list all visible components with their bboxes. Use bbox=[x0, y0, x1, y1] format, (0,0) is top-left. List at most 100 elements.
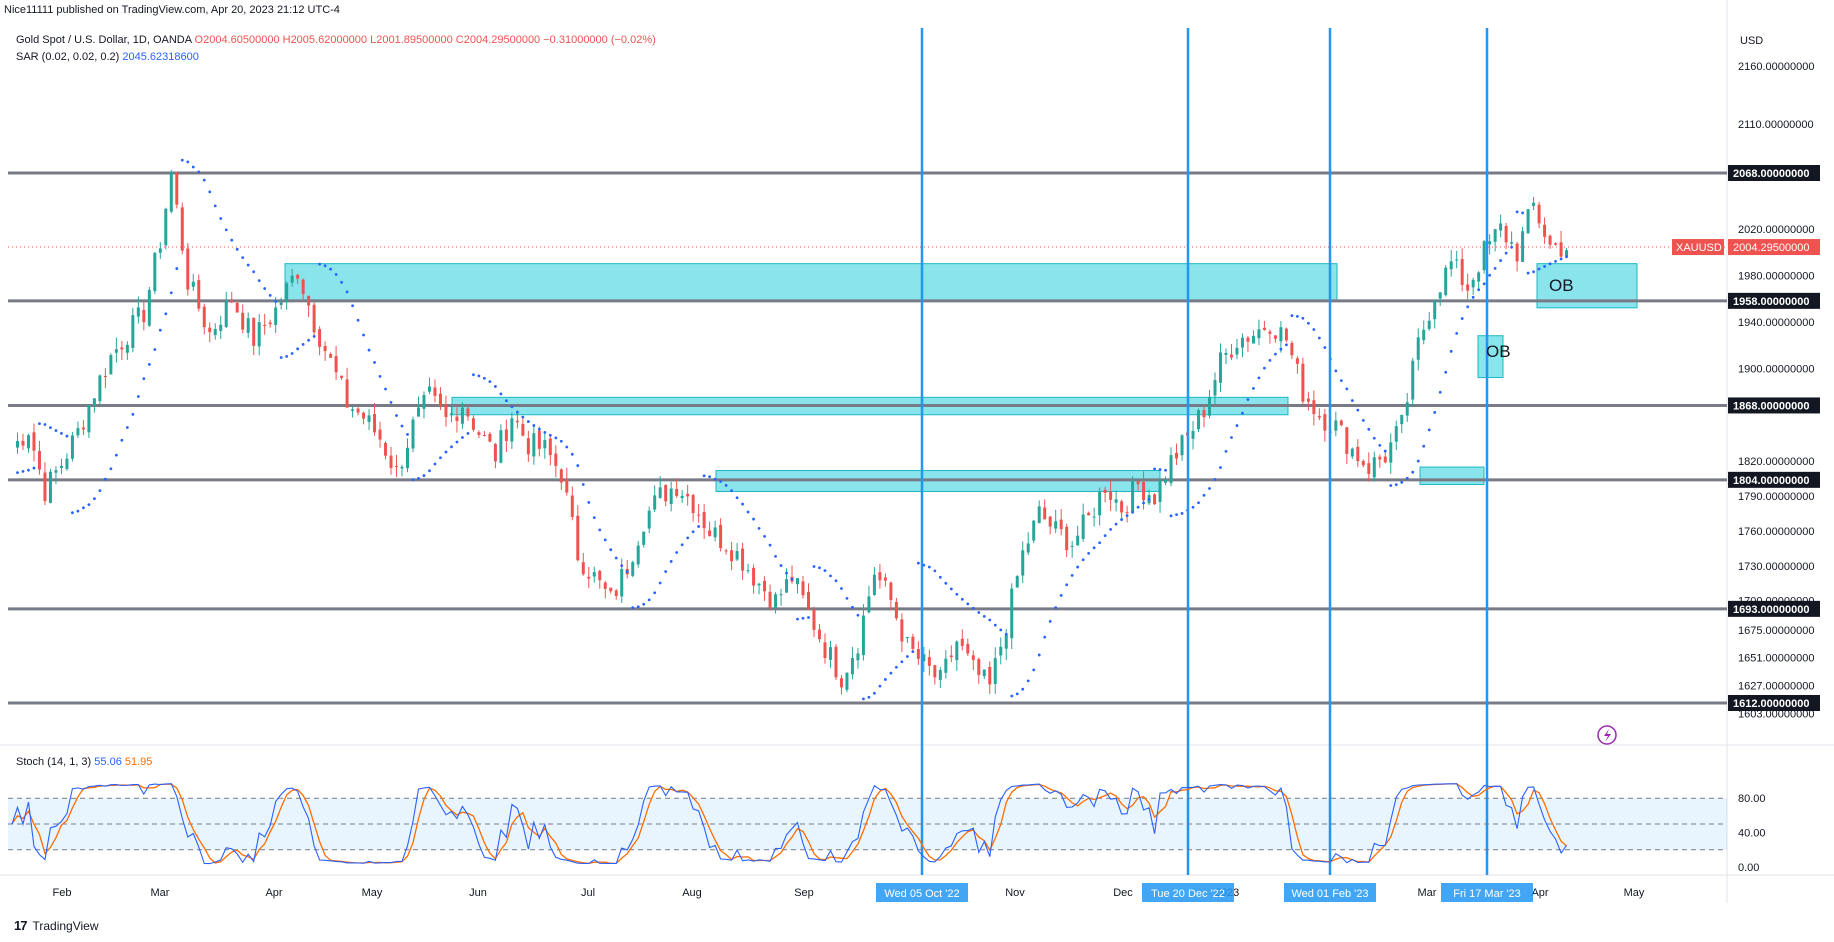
candle-body bbox=[1213, 380, 1217, 396]
candle-body bbox=[1339, 420, 1343, 426]
sar-dot bbox=[790, 577, 794, 581]
candle-body bbox=[323, 345, 327, 352]
sar-dot bbox=[647, 598, 651, 602]
price-axis[interactable]: USD 2160.00000000 2110.00000000 2068.000000… bbox=[1672, 35, 1820, 874]
candle-body bbox=[1136, 481, 1140, 485]
candle-body bbox=[1098, 491, 1102, 516]
candle-body bbox=[609, 587, 613, 592]
sar-dot bbox=[735, 496, 739, 500]
sar-dot bbox=[768, 543, 772, 547]
time-label: May bbox=[1624, 887, 1645, 899]
footer: 17 TradingView bbox=[14, 918, 99, 933]
publish-line: Nice11111 published on TradingView.com, … bbox=[4, 4, 340, 16]
sar-dot bbox=[779, 564, 783, 567]
symbol-name[interactable]: Gold Spot / U.S. Dollar, 1D, OANDA bbox=[16, 34, 192, 46]
stoch-label[interactable]: Stoch (14, 1, 3) bbox=[16, 756, 92, 768]
sar-dot bbox=[450, 445, 453, 449]
candle-body bbox=[807, 592, 810, 609]
sar-dot bbox=[1383, 449, 1387, 453]
candle-body bbox=[543, 440, 547, 449]
candle-body bbox=[1422, 329, 1426, 341]
level-badge bbox=[1728, 600, 1820, 617]
sar-dot bbox=[900, 660, 904, 664]
sar-dot bbox=[318, 262, 322, 266]
sar-dot bbox=[867, 695, 871, 699]
sar-dot bbox=[1153, 467, 1156, 471]
sar-dot bbox=[993, 623, 997, 627]
candle-body bbox=[444, 404, 448, 417]
sar-dot bbox=[554, 436, 558, 440]
sar-dot bbox=[823, 569, 827, 572]
sar-dot bbox=[263, 287, 267, 290]
candle-body bbox=[1048, 516, 1052, 527]
sar-dot bbox=[1142, 501, 1145, 505]
candle-body bbox=[482, 434, 486, 436]
candle-body bbox=[202, 306, 206, 328]
candle-body bbox=[592, 572, 596, 577]
candle-body bbox=[169, 171, 173, 212]
ob-label: OB bbox=[1549, 276, 1574, 295]
time-axis[interactable]: FebMarAprMayJunJulAugSepNovDec2023MarApr… bbox=[53, 883, 1645, 902]
candle-body bbox=[1229, 354, 1233, 358]
symbol-legend[interactable]: Gold Spot / U.S. Dollar, 1D, OANDA O2004… bbox=[16, 34, 656, 46]
candle-body bbox=[708, 530, 712, 537]
candle-body bbox=[1142, 481, 1146, 501]
ohlc-open: O2004.60500000 bbox=[194, 34, 280, 46]
candle-body bbox=[900, 619, 904, 642]
sar-dot bbox=[290, 352, 294, 355]
candle-body bbox=[1510, 242, 1514, 244]
sar-dot bbox=[927, 565, 931, 569]
sar-dot bbox=[1460, 317, 1464, 320]
level-badge-text: 1868.00000000 bbox=[1733, 400, 1809, 412]
price-tick: 1627.00000000 bbox=[1738, 681, 1814, 693]
stoch-legend[interactable]: Stoch (14, 1, 3) 55.06 51.95 bbox=[16, 756, 152, 768]
sar-dot bbox=[724, 484, 728, 487]
candle-body bbox=[1433, 300, 1437, 320]
sar-dot bbox=[241, 256, 245, 260]
candle-body bbox=[977, 659, 981, 676]
candle-body bbox=[1455, 259, 1459, 261]
candle-body bbox=[1246, 337, 1250, 342]
candle-body bbox=[296, 274, 300, 279]
sar-dot bbox=[1290, 314, 1294, 317]
date-badge-text: Fri 17 Mar '23 bbox=[1453, 888, 1521, 900]
candle-body bbox=[1466, 284, 1470, 291]
candle-body bbox=[1087, 512, 1091, 516]
sar-dot bbox=[1015, 692, 1019, 696]
candle-body bbox=[213, 329, 217, 335]
sar-dot bbox=[1048, 620, 1052, 623]
sar-dot bbox=[483, 376, 486, 380]
candle-body bbox=[1482, 241, 1486, 271]
sar-dot bbox=[603, 538, 607, 542]
candle-body bbox=[1065, 526, 1069, 551]
sar-dot bbox=[334, 273, 338, 276]
candle-body bbox=[1235, 347, 1239, 355]
sar-dot bbox=[741, 502, 744, 506]
candle-body bbox=[37, 451, 41, 470]
stoch-d-value: 51.95 bbox=[124, 756, 153, 768]
sar-dot bbox=[1103, 534, 1107, 537]
sar-dot bbox=[576, 464, 580, 467]
candle-body bbox=[1301, 363, 1305, 402]
sar-dot bbox=[1334, 369, 1338, 373]
sar-legend[interactable]: SAR (0.02, 0.02, 0.2) 2045.62318600 bbox=[16, 51, 199, 63]
candle-body bbox=[279, 302, 283, 305]
candles bbox=[15, 170, 1569, 695]
candle-body bbox=[878, 572, 882, 581]
candle-body bbox=[488, 433, 492, 442]
last-price-text: 2004.29500000 bbox=[1733, 242, 1809, 254]
sar-dot bbox=[955, 592, 959, 596]
sar-dot bbox=[1268, 358, 1272, 362]
candle-body bbox=[1405, 402, 1409, 416]
candle-body bbox=[642, 531, 646, 545]
candle-body bbox=[477, 432, 481, 435]
sar-label[interactable]: SAR (0.02, 0.02, 0.2) bbox=[16, 51, 120, 63]
sar-dot bbox=[499, 392, 503, 396]
candle-body bbox=[757, 583, 761, 586]
sar-dot bbox=[894, 665, 898, 669]
sar-dot bbox=[834, 579, 838, 583]
date-badge bbox=[1142, 883, 1234, 902]
sar-dot bbox=[1169, 514, 1173, 518]
sar-dot bbox=[1246, 398, 1250, 401]
